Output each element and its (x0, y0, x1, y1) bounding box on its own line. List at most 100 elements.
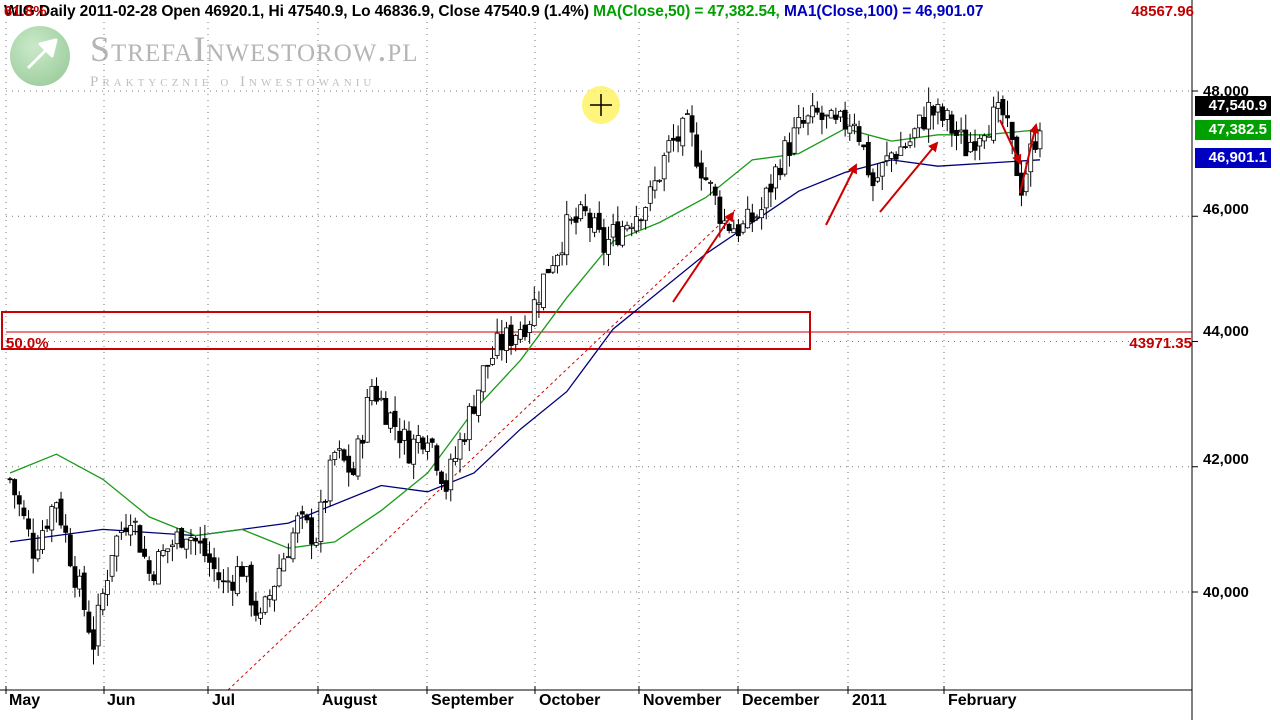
x-tick-february: February (948, 692, 1017, 709)
candle-body-40 (193, 537, 198, 542)
candle-body-84 (397, 430, 403, 444)
candle-body-141 (661, 155, 667, 180)
candle-body-202 (944, 109, 950, 120)
candle-body-167 (782, 140, 788, 175)
x-tick-august: August (322, 692, 378, 709)
candle-body-140 (657, 179, 662, 182)
candle-body-30 (146, 560, 152, 574)
candle-body-169 (791, 127, 797, 154)
candle-body-33 (160, 550, 166, 556)
candle-body-61 (290, 532, 296, 560)
candle-body-156 (731, 228, 737, 234)
candle-body-170 (796, 117, 802, 129)
candle-body-48 (230, 581, 236, 591)
candle-body-19 (95, 604, 101, 647)
candle-body-38 (183, 538, 189, 550)
candle-body-155 (726, 223, 732, 231)
candle-body-68 (323, 500, 328, 503)
candle-body-209 (977, 137, 983, 147)
close-price-badge: 47,540.9 (1195, 96, 1271, 116)
candle-body-203 (949, 114, 955, 134)
candle-body-117 (550, 265, 556, 273)
candle-body-222 (1037, 130, 1043, 150)
candle-body-113 (531, 299, 537, 326)
candle-body-95 (448, 458, 454, 491)
candle-body-178 (833, 114, 839, 120)
candle-body-182 (852, 123, 857, 127)
candle-body-26 (128, 525, 134, 536)
candle-body-103 (485, 364, 491, 367)
candle-body-206 (963, 129, 969, 157)
candle-body-130 (610, 224, 616, 238)
candle-body-47 (225, 580, 231, 583)
candle-body-129 (606, 238, 611, 255)
candle-body-161 (754, 216, 760, 219)
candle-body-146 (684, 113, 690, 116)
candle-body-76 (360, 439, 366, 444)
ohlc-info: Daily 2011-02-28 Open 46920.1, Hi 47540.… (38, 3, 589, 20)
candle-body-109 (513, 334, 519, 345)
candle-body-50 (239, 566, 245, 577)
candle-body-11 (58, 498, 64, 526)
candle-body-90 (425, 442, 430, 452)
candle-body-150 (703, 177, 709, 180)
candle-body-87 (411, 438, 417, 465)
candle-body-58 (276, 567, 282, 587)
candle-body-0 (7, 478, 13, 481)
x-tick-november: November (643, 692, 722, 709)
candle-body-207 (968, 141, 973, 153)
candle-body-135 (633, 216, 639, 232)
candle-body-166 (777, 167, 783, 176)
candle-body-31 (151, 574, 157, 581)
candle-body-133 (624, 224, 630, 230)
y-tick-48000: 48,000 (1203, 83, 1249, 100)
candle-body-94 (443, 480, 449, 492)
candle-body-100 (471, 406, 477, 414)
candle-body-116 (545, 268, 551, 274)
candle-body-118 (555, 254, 560, 267)
candle-body-204 (954, 129, 959, 136)
candle-body-138 (647, 186, 653, 204)
candle-body-28 (137, 525, 143, 553)
candle-body-6 (35, 549, 41, 560)
candle-body-65 (309, 517, 314, 545)
candle-body-149 (698, 162, 704, 179)
candle-body-60 (285, 556, 291, 559)
candle-body-213 (995, 102, 1001, 109)
candle-body-75 (355, 438, 361, 477)
logo-title: StrefaInwestorow.pl (90, 29, 419, 69)
candle-body-212 (991, 106, 997, 141)
candle-body-139 (652, 180, 658, 191)
candle-body-102 (480, 365, 486, 393)
candle-body-192 (898, 146, 904, 156)
candle-body-78 (369, 386, 375, 402)
candle-body-172 (805, 115, 811, 124)
candle-body-10 (53, 502, 59, 509)
candle-body-18 (91, 629, 96, 650)
annotation-arrow-3 (999, 119, 1022, 165)
candle-body-174 (814, 107, 820, 113)
candle-body-177 (828, 110, 834, 119)
candle-body-59 (281, 558, 287, 572)
candle-body-8 (44, 525, 50, 529)
candle-body-176 (824, 114, 829, 117)
candle-body-51 (244, 566, 250, 577)
candle-body-71 (337, 448, 342, 451)
annotation-arrow-2 (879, 141, 939, 213)
candle-body-106 (499, 333, 505, 351)
support-trendline (227, 209, 736, 691)
candle-body-189 (884, 155, 890, 162)
candle-body-72 (341, 449, 347, 461)
candle-body-69 (327, 459, 333, 502)
candle-body-137 (643, 207, 649, 221)
candle-body-144 (675, 136, 681, 142)
candle-body-221 (1032, 141, 1038, 150)
candle-body-195 (912, 128, 918, 139)
fib-618-label: 61.8% (4, 3, 47, 20)
candle-body-12 (63, 525, 69, 533)
candle-body-158 (740, 223, 746, 233)
candle-body-44 (211, 557, 217, 570)
candle-body-53 (253, 600, 259, 616)
candle-body-63 (299, 511, 305, 515)
